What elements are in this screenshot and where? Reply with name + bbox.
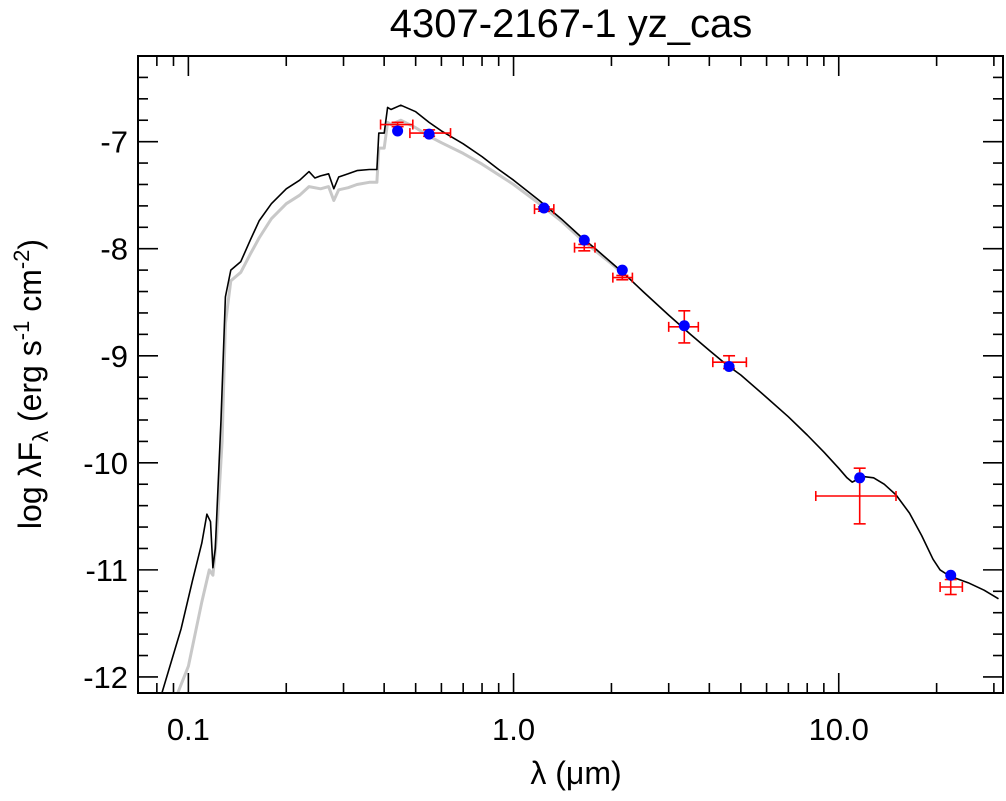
model-unreddened-line [176, 118, 626, 693]
y-label-paren-open: (erg s [12, 340, 48, 431]
y-tick-label: -12 [83, 660, 128, 695]
y-tick-label: -8 [100, 232, 128, 267]
synthetic-point [723, 360, 735, 372]
y-label-base: log λF [12, 442, 48, 529]
y-tick-label: -7 [100, 125, 128, 160]
model-lines [161, 104, 999, 693]
synthetic-point [616, 264, 628, 276]
synthetic-point [578, 234, 590, 246]
synthetic-point [678, 320, 690, 332]
y-label-paren-close: ) [12, 239, 48, 250]
plot-frame [137, 55, 1004, 694]
synthetic-point [392, 125, 404, 137]
chart-title: 4307-2167-1 yz_cas [390, 2, 752, 46]
y-label-sub: λ [28, 431, 53, 442]
synthetic-point [945, 569, 957, 581]
synthetic-points [392, 125, 957, 581]
observed-point [612, 272, 634, 283]
y-axis-label: log λFλ (erg s-1 cm-2) [9, 239, 53, 529]
synthetic-point [854, 472, 866, 484]
model-line [161, 104, 999, 693]
observed-point [939, 578, 964, 596]
observed-points [379, 119, 964, 596]
x-tick-label: 1.0 [492, 712, 535, 747]
y-label-exp2: -2 [9, 250, 34, 270]
axis-ticks [138, 56, 1003, 693]
y-label-exp1: -1 [9, 321, 34, 341]
x-tick-label: 0.1 [167, 712, 210, 747]
x-tick-label: 10.0 [809, 712, 869, 747]
tick-labels: -7 -8 -9 -10 -11 -12 0.1 1.0 10.0 [83, 125, 869, 747]
synthetic-point [423, 128, 435, 140]
y-label-mid: cm [12, 269, 48, 321]
synthetic-point [538, 202, 550, 214]
y-tick-label: -9 [100, 339, 128, 374]
svg-text:log λFλ (erg s-1 cm-2): log λFλ (erg s-1 cm-2) [9, 239, 53, 529]
x-axis-label: λ (μm) [530, 755, 621, 791]
y-tick-label: -11 [85, 553, 128, 588]
y-tick-label: -10 [83, 446, 128, 481]
